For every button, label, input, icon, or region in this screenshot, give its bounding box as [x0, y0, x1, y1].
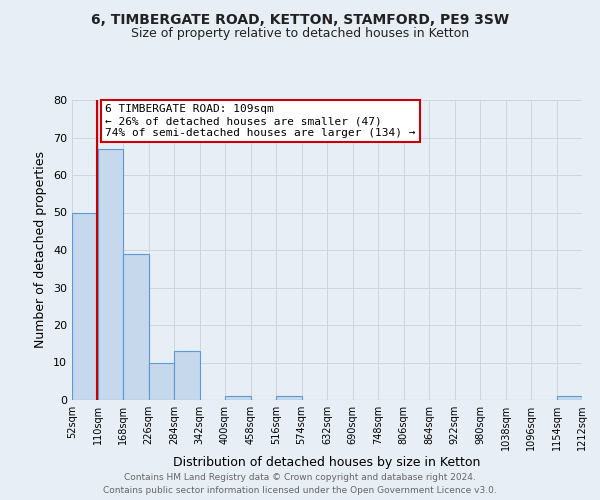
Text: 6, TIMBERGATE ROAD, KETTON, STAMFORD, PE9 3SW: 6, TIMBERGATE ROAD, KETTON, STAMFORD, PE…: [91, 12, 509, 26]
Bar: [72, 212, 97, 400]
Bar: [557, 396, 582, 400]
X-axis label: Distribution of detached houses by size in Ketton: Distribution of detached houses by size …: [173, 456, 481, 469]
Y-axis label: Number of detached properties: Number of detached properties: [34, 152, 47, 348]
Bar: [123, 254, 149, 400]
Bar: [97, 149, 123, 400]
Bar: [149, 362, 174, 400]
Bar: [276, 396, 302, 400]
Text: Contains HM Land Registry data © Crown copyright and database right 2024.: Contains HM Land Registry data © Crown c…: [124, 474, 476, 482]
Text: Contains public sector information licensed under the Open Government Licence v3: Contains public sector information licen…: [103, 486, 497, 495]
Bar: [174, 351, 199, 400]
Text: 6 TIMBERGATE ROAD: 109sqm
← 26% of detached houses are smaller (47)
74% of semi-: 6 TIMBERGATE ROAD: 109sqm ← 26% of detac…: [105, 104, 416, 138]
Bar: [225, 396, 251, 400]
Text: Size of property relative to detached houses in Ketton: Size of property relative to detached ho…: [131, 28, 469, 40]
